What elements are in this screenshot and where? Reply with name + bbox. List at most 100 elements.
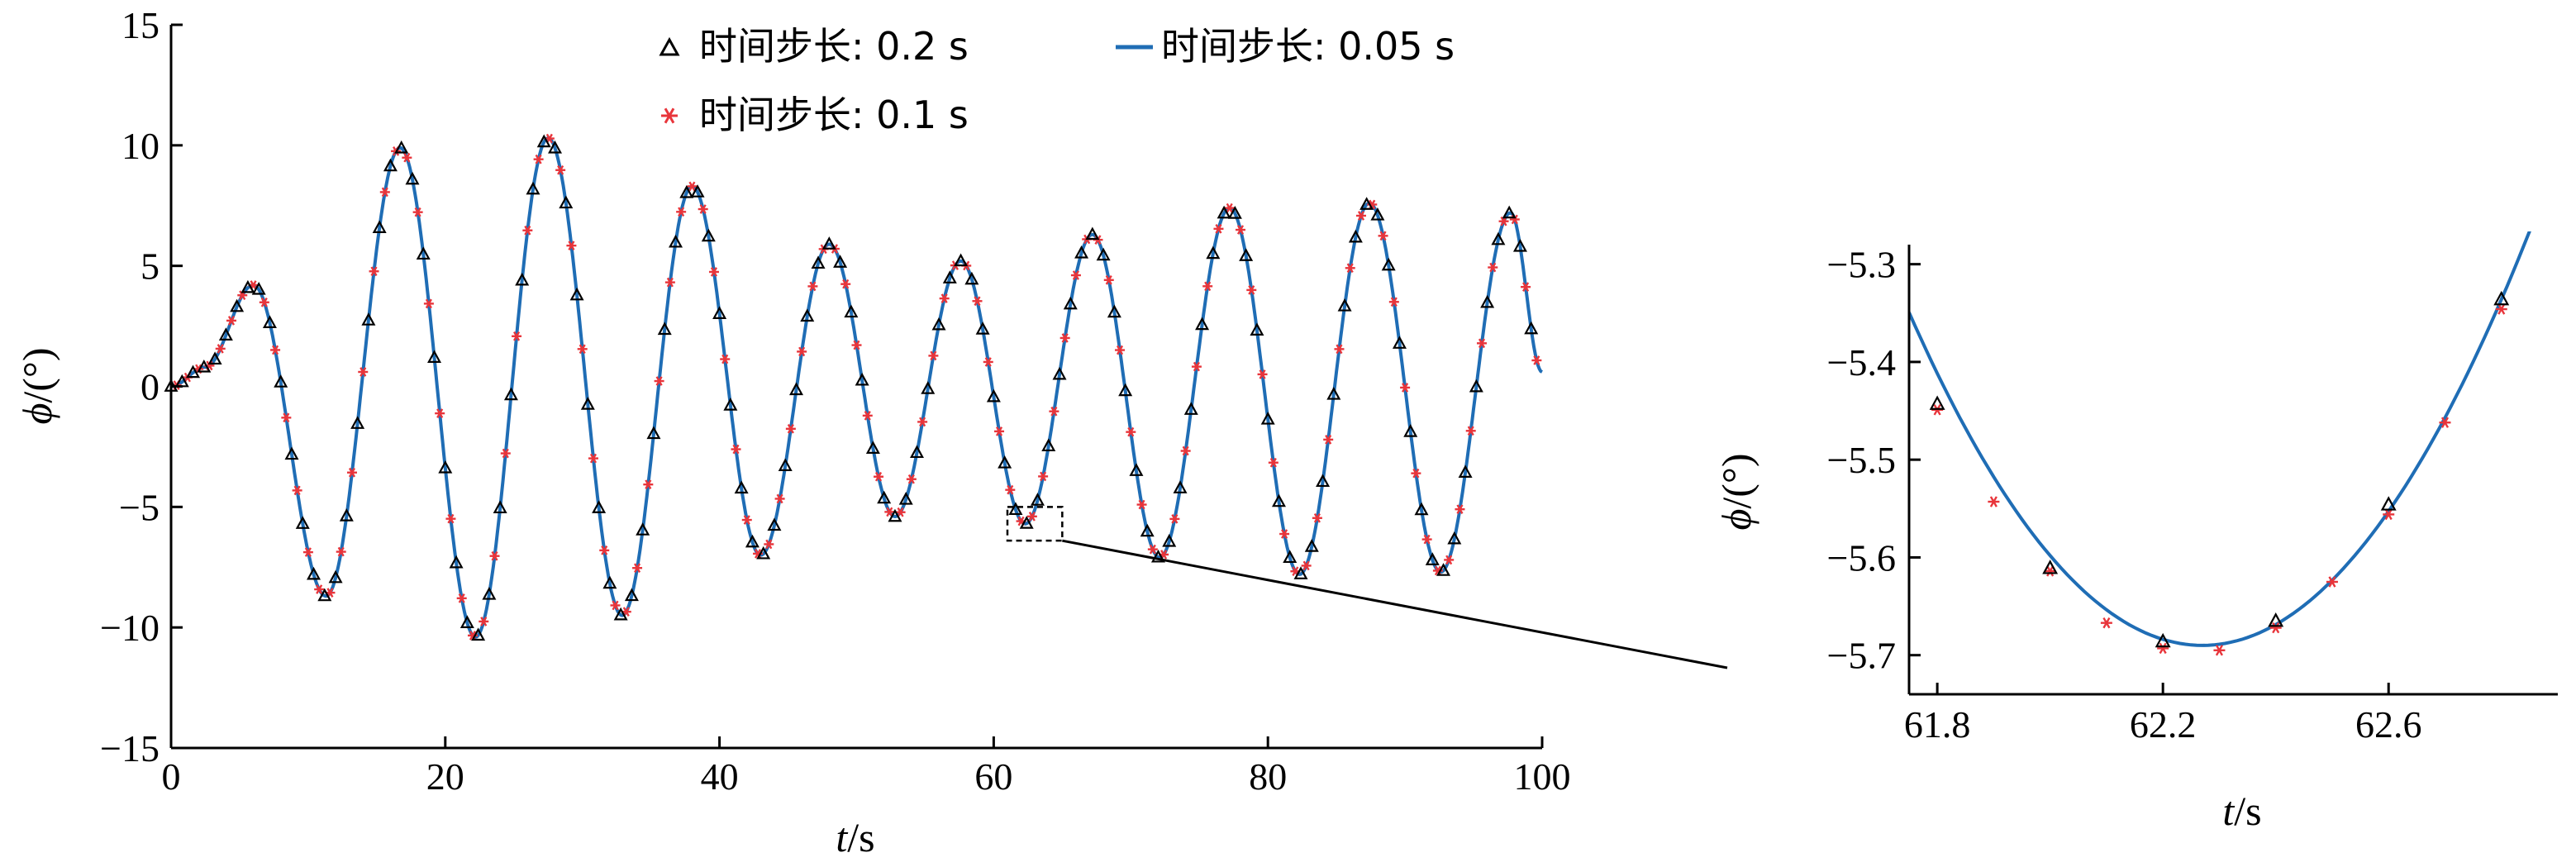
zoom-y-tick-label: −5.6 xyxy=(1827,536,1896,579)
star-marker-dt-0.1 xyxy=(1202,281,1213,292)
star-marker-dt-0.1 xyxy=(687,181,698,192)
y-tick-label: −15 xyxy=(100,727,160,769)
triangle-marker-dt-0.2 xyxy=(1337,298,1352,312)
triangle-marker-dt-0.2 xyxy=(921,381,936,394)
legend: 时间步长: 0.2 s 时间步长: 0.05 s 时间步长: 0.1 s xyxy=(659,24,1455,137)
star-marker-dt-0.1 xyxy=(698,204,708,214)
star-marker-dt-0.1 xyxy=(906,474,917,484)
zoom-x-axis-title: t/s xyxy=(2222,788,2261,834)
triangle-marker-dt-0.2 xyxy=(207,351,222,365)
triangle-marker-dt-0.2 xyxy=(251,281,266,295)
x-tick-label: 100 xyxy=(1514,755,1571,798)
star-marker-dt-0.1 xyxy=(1279,529,1290,539)
star-marker-dt-0.1 xyxy=(402,152,412,163)
triangle-marker-dt-0.2 xyxy=(1074,245,1089,259)
zoom-region-box xyxy=(1006,506,1064,542)
star-marker-dt-0.1 xyxy=(314,584,325,594)
star-marker-dt-0.1 xyxy=(1059,333,1070,343)
zoom-star-marker-dt-0.1 xyxy=(2157,642,2169,655)
triangle-marker-dt-0.2 xyxy=(1019,516,1034,529)
triangle-marker-dt-0.2 xyxy=(646,426,661,440)
triangle-marker-dt-0.2 xyxy=(515,272,530,286)
star-marker-dt-0.1 xyxy=(599,545,610,555)
zoom-star-marker-dt-0.1 xyxy=(2269,622,2282,634)
triangle-marker-dt-0.2 xyxy=(1359,197,1374,210)
star-marker-dt-0.1 xyxy=(928,350,939,361)
star-marker-dt-0.1 xyxy=(862,411,873,421)
star-marker-dt-0.1 xyxy=(840,279,851,289)
triangle-marker-dt-0.2 xyxy=(317,588,332,602)
main-chart: 0 20 40 60 80 100 −15 −10 −5 0 5 10 15 t/s ϕ/(°) xyxy=(14,4,1728,860)
star-marker-dt-0.1 xyxy=(1465,426,1476,436)
triangle-marker-dt-0.2 xyxy=(910,445,924,459)
triangle-marker-dt-0.2 xyxy=(1425,552,1440,565)
legend-label-dt-0.1: 时间步长: 0.1 s xyxy=(699,93,969,137)
y-tick-label: −5 xyxy=(119,486,160,528)
triangle-marker-dt-0.2 xyxy=(942,270,957,283)
y-tick-label: 0 xyxy=(140,366,160,408)
triangle-marker-dt-0.2 xyxy=(383,158,398,172)
star-marker-dt-0.1 xyxy=(1411,468,1421,479)
zoom-y-tick-label: −5.7 xyxy=(1827,635,1896,677)
star-marker-dt-0.1 xyxy=(1455,504,1465,514)
y-tick-label: 10 xyxy=(121,125,160,167)
triangle-marker-dt-0.2 xyxy=(1030,493,1045,506)
triangle-marker-dt-0.2 xyxy=(1085,226,1100,241)
star-marker-dt-0.1 xyxy=(479,617,489,626)
triangle-marker-dt-0.2 xyxy=(427,350,442,364)
star-marker-dt-0.1 xyxy=(1136,499,1147,510)
main-ticks: 0 20 40 60 80 100 −15 −10 −5 0 5 10 15 xyxy=(100,4,1570,798)
star-marker-dt-0.1 xyxy=(1191,361,1202,372)
x-tick-label: 20 xyxy=(426,755,464,798)
triangle-marker-dt-0.2 xyxy=(1041,438,1056,452)
triangle-marker-dt-0.2 xyxy=(328,569,343,584)
triangle-marker-dt-0.2 xyxy=(240,279,255,293)
triangle-marker-dt-0.2 xyxy=(482,587,497,600)
triangle-marker-dt-0.2 xyxy=(1403,424,1418,437)
star-marker-dt-0.1 xyxy=(972,296,983,307)
triangle-marker-dt-0.2 xyxy=(1227,206,1242,219)
zoom-x-tick-label: 62.6 xyxy=(2355,703,2422,746)
star-marker-dt-0.1 xyxy=(884,507,895,517)
triangle-marker-dt-0.2 xyxy=(888,508,902,522)
star-marker-dt-0.1 xyxy=(456,593,467,603)
triangle-marker-dt-0.2 xyxy=(1206,245,1221,260)
series-line-dt-0.05 xyxy=(170,136,1543,639)
star-marker-dt-0.1 xyxy=(939,293,950,303)
star-marker-dt-0.1 xyxy=(226,316,236,326)
triangle-marker-dt-0.2 xyxy=(1392,336,1407,349)
star-marker-dt-0.1 xyxy=(1115,345,1126,355)
triangle-marker-dt-0.2 xyxy=(1107,304,1121,318)
zoom-triangle-marker-dt-0.2 xyxy=(2268,612,2284,627)
triangle-marker-dt-0.2 xyxy=(657,322,672,336)
x-tick-label: 80 xyxy=(1249,755,1287,798)
triangle-marker-dt-0.2 xyxy=(636,522,650,536)
y-tick-label: 5 xyxy=(140,245,160,288)
triangle-marker-dt-0.2 xyxy=(833,255,848,268)
triangle-marker-dt-0.2 xyxy=(690,184,705,198)
star-marker-dt-0.1 xyxy=(522,225,533,236)
star-marker-dt-0.1 xyxy=(346,467,357,478)
star-marker-dt-0.1 xyxy=(1224,202,1235,213)
star-marker-dt-0.1 xyxy=(259,297,269,307)
star-marker-dt-0.1 xyxy=(983,357,993,367)
triangle-marker-dt-0.2 xyxy=(865,441,880,454)
zoom-triangle-marker-dt-0.2 xyxy=(2380,496,2397,511)
triangle-marker-dt-0.2 xyxy=(701,228,716,242)
zoom-y-tick-label: −5.4 xyxy=(1827,341,1896,383)
triangle-marker-dt-0.2 xyxy=(1063,296,1078,310)
triangle-marker-dt-0.2 xyxy=(613,607,628,621)
legend-label-dt-0.2: 时间步长: 0.2 s xyxy=(699,24,969,69)
triangle-marker-dt-0.2 xyxy=(394,140,409,154)
star-marker-dt-0.1 xyxy=(1356,211,1367,221)
star-marker-dt-0.1 xyxy=(774,493,785,504)
triangle-marker-dt-0.2 xyxy=(1512,238,1527,252)
star-marker-dt-0.1 xyxy=(281,412,292,423)
main-x-axis-title: t/s xyxy=(836,814,874,860)
zoom-x-tick-label: 62.2 xyxy=(2130,703,2197,746)
triangle-marker-dt-0.2 xyxy=(1118,383,1133,397)
zoom-series-layer xyxy=(1909,231,2531,656)
triangle-marker-dt-0.2 xyxy=(416,246,431,260)
star-marker-dt-0.1 xyxy=(1268,457,1278,468)
triangle-marker-dt-0.2 xyxy=(745,534,759,548)
